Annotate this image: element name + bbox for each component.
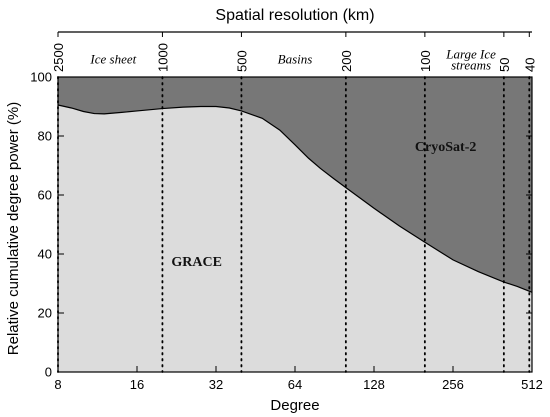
series-label-cryosat-2: CryoSat-2 — [415, 140, 476, 155]
y-tick-label-80: 80 — [38, 129, 52, 144]
region-label-0: Ice sheet — [89, 52, 136, 67]
series-label-grace: GRACE — [171, 255, 222, 270]
top-tick-label-1000: 1000 — [155, 43, 170, 72]
y-tick-label-60: 60 — [38, 188, 52, 203]
top-tick-label-2500: 2500 — [51, 43, 66, 72]
y-tick-label-20: 20 — [38, 306, 52, 321]
tick-marks — [57, 32, 533, 373]
y-tick-label-40: 40 — [38, 247, 52, 262]
boundary-curve — [57, 104, 533, 293]
grace-area — [58, 105, 532, 373]
x-tick-label-128: 128 — [363, 377, 385, 392]
cryosat-area — [58, 77, 532, 293]
top-tick-label-50: 50 — [497, 58, 512, 72]
chart-text: Spatial resolution (km)2500 1000 500 200 100… — [5, 7, 543, 414]
top-tick-label-100: 100 — [418, 50, 433, 72]
x-tick-label-8: 8 — [54, 377, 61, 392]
y-axis-title: Relative cumulative degree power (%) — [5, 102, 22, 355]
x-tick-label-512: 512 — [521, 377, 543, 392]
top-tick-label-200: 200 — [339, 50, 354, 72]
x-tick-label-256: 256 — [442, 377, 464, 392]
x-tick-label-64: 64 — [288, 377, 302, 392]
top-tick-label-40: 40 — [522, 58, 537, 72]
area-regions — [57, 77, 533, 373]
x-tick-label-32: 32 — [209, 377, 223, 392]
y-tick-label-0: 0 — [45, 365, 52, 380]
top-tick-label-500: 500 — [234, 50, 249, 72]
top-axis-title: Spatial resolution (km) — [215, 7, 374, 24]
region-label-1: Basins — [278, 52, 313, 67]
x-tick-label-16: 16 — [130, 377, 144, 392]
y-tick-label-100: 100 — [30, 70, 52, 85]
region-label-3: streams — [451, 57, 491, 72]
region-label-2: Large Ice — [445, 46, 496, 61]
x-axis-title: Degree — [270, 397, 319, 414]
